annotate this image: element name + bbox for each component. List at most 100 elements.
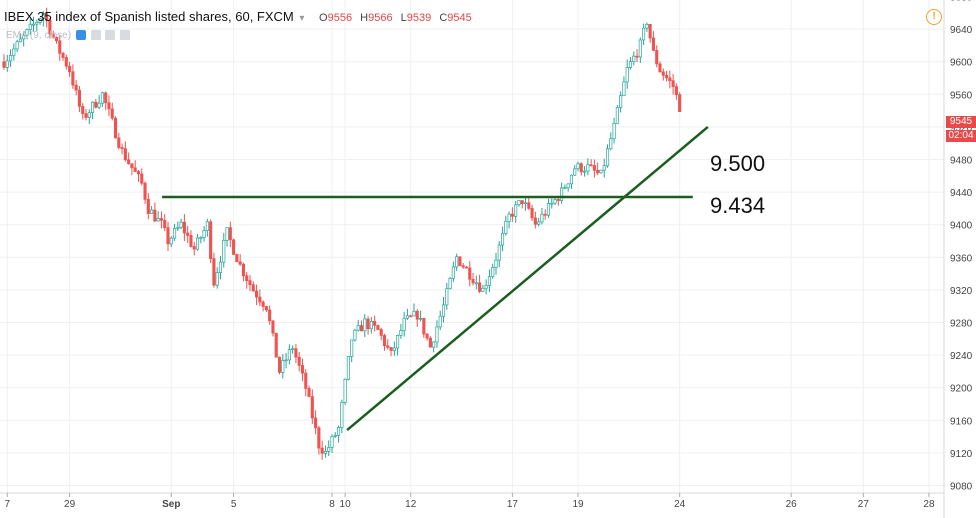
candle-body: [369, 321, 373, 330]
candle-body: [202, 230, 206, 238]
candle-body: [592, 165, 596, 171]
candle-body: [386, 345, 390, 348]
candle-body: [110, 108, 114, 119]
candle-body: [215, 272, 219, 286]
candle-body: [18, 38, 22, 43]
candle-body: [596, 169, 600, 174]
candle-body: [346, 356, 350, 380]
candle-body: [359, 325, 364, 332]
candle-body: [363, 318, 367, 332]
candle-body: [100, 92, 104, 104]
candle-body: [327, 447, 331, 452]
candle-body: [97, 102, 101, 108]
candle-body: [537, 221, 541, 225]
candle-body: [586, 164, 590, 172]
candle-body: [310, 396, 314, 419]
candle-body: [176, 227, 180, 229]
candle-body: [258, 296, 262, 303]
candle-body: [527, 202, 531, 209]
chevron-down-icon[interactable]: ▾: [299, 13, 305, 24]
candle-body: [379, 329, 383, 336]
x-tick-label: 24: [674, 499, 686, 510]
candle-body: [415, 310, 419, 320]
candle-body: [350, 339, 354, 357]
y-tick-label: 9360: [950, 253, 973, 264]
candle-body: [573, 168, 577, 176]
candle-body: [642, 27, 646, 41]
candle-body: [255, 290, 259, 298]
candle-body: [481, 287, 485, 292]
candle-body: [320, 447, 324, 454]
y-tick-label: 9480: [950, 156, 973, 167]
candle-body: [635, 55, 639, 58]
candle-body: [22, 34, 26, 40]
candle-body: [287, 349, 291, 361]
candle-body: [353, 329, 357, 341]
candle-body: [458, 256, 462, 267]
candle-body: [51, 33, 55, 38]
ascending-trendline[interactable]: [346, 125, 709, 432]
symbol-title[interactable]: IBEX 35 index of Spanish listed shares, …: [4, 9, 294, 24]
candle-body: [150, 209, 154, 214]
candle-body: [468, 267, 472, 280]
candle-body: [409, 315, 413, 318]
candle-body: [419, 317, 423, 320]
open-label: O: [319, 12, 328, 24]
candle-body: [517, 200, 521, 206]
candle-body: [543, 213, 547, 216]
candle-body: [140, 173, 144, 184]
candle-body: [238, 261, 242, 265]
candle-body: [228, 227, 232, 241]
high-label: H: [360, 12, 369, 24]
low-value: 9539: [406, 12, 432, 24]
candle-body: [632, 55, 636, 63]
candle-body: [566, 183, 570, 189]
candle-body: [665, 75, 669, 79]
indicator-label[interactable]: EMA (9, close): [6, 30, 72, 41]
candle-body: [651, 37, 655, 51]
candle-body: [87, 112, 91, 118]
candle-body: [392, 347, 396, 351]
y-tick-label: 9240: [950, 351, 973, 362]
candle-body: [113, 117, 118, 139]
close-icon[interactable]: [120, 30, 131, 41]
candle-body: [195, 237, 200, 250]
candle-body: [366, 318, 370, 330]
candle-body: [173, 228, 177, 239]
candle-body: [382, 335, 387, 347]
candle-body: [389, 347, 393, 351]
indicator-row: EMA (9, close): [6, 30, 131, 41]
candle-body: [248, 280, 252, 286]
candle-body: [199, 237, 203, 239]
candle-body: [264, 306, 268, 311]
candle-body: [655, 49, 659, 65]
candle-body: [612, 122, 616, 140]
annotation-9434: 9.434: [710, 193, 766, 218]
candle-body: [445, 288, 449, 306]
candle-body: [35, 22, 39, 25]
candle-body: [31, 23, 36, 26]
settings-icon[interactable]: [90, 30, 101, 41]
candle-body: [251, 284, 255, 292]
warning-icon[interactable]: !: [926, 9, 942, 25]
y-axis: 9080 9120 9160 9200 9240 9280 9320 9360 9400 9440…: [950, 0, 973, 493]
candle-body: [412, 310, 416, 317]
candle-body: [163, 219, 167, 229]
candle-body: [307, 388, 311, 397]
candle-body: [478, 282, 482, 292]
candle-body: [294, 348, 298, 358]
eye-icon[interactable]: [75, 30, 86, 41]
candle-body: [448, 277, 452, 290]
candle-body: [297, 356, 301, 366]
candle-body: [645, 24, 649, 29]
candle-body: [510, 213, 514, 217]
x-tick-label: 5: [231, 499, 237, 510]
add-icon[interactable]: [105, 30, 116, 41]
candle-body: [583, 170, 587, 173]
candle-body: [48, 19, 52, 35]
candle-body: [609, 138, 613, 150]
candle-body: [291, 348, 295, 351]
candle-body: [284, 359, 288, 362]
candle-body: [619, 95, 623, 108]
